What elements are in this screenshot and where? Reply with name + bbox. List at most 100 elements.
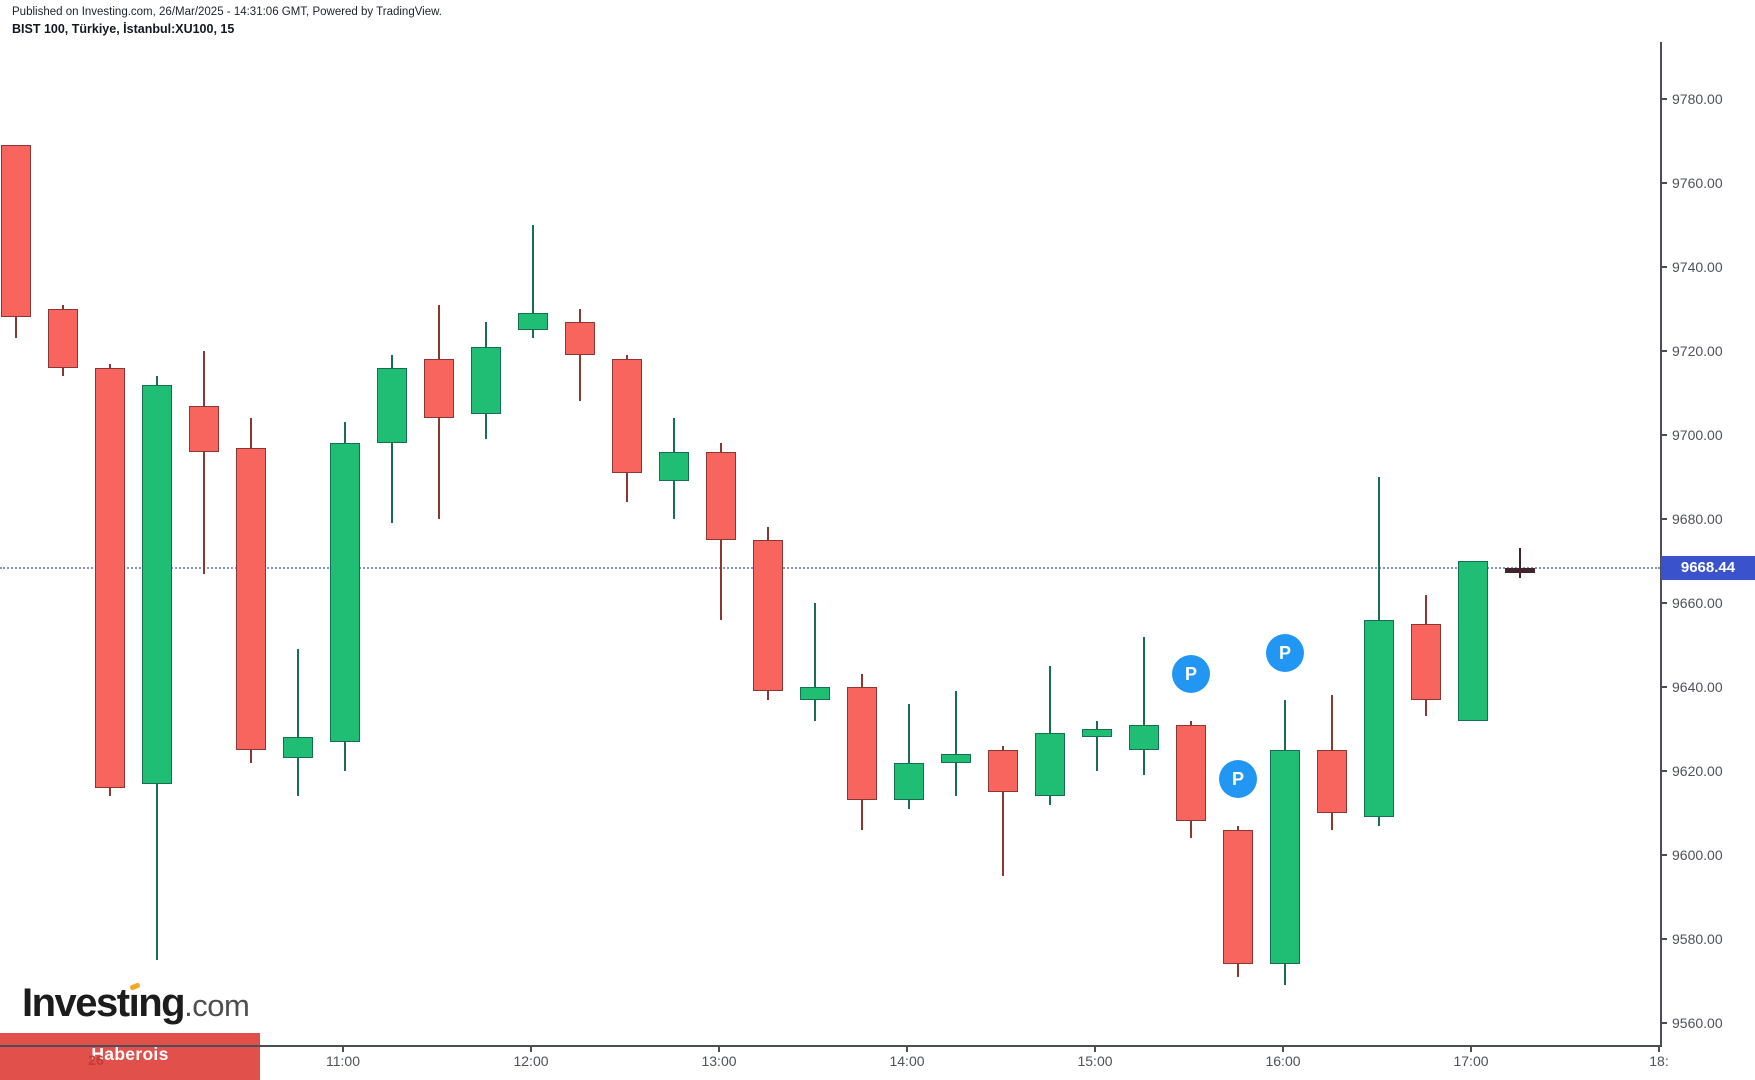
x-axis-label: 11:00 [326,1053,360,1069]
candle-wick [908,703,910,809]
y-axis-label: 9680.00 [1672,511,1723,527]
y-axis-tick [1660,686,1667,688]
candle-body [1270,750,1300,965]
candle-body [659,451,689,482]
x-axis-tick [1094,1046,1096,1052]
x-axis-label: 18: [1649,1053,1669,1069]
candle-body [894,762,924,801]
candle-body [330,443,360,742]
candle-wick [1002,745,1004,876]
candle-body [565,321,595,356]
candle-body [189,405,219,452]
y-axis-label: 9580.00 [1672,931,1723,947]
time-axis[interactable] [0,1045,1662,1047]
candle-body [941,754,971,763]
candle-wick [1143,636,1145,776]
candle-body [1035,733,1065,797]
y-axis-tick [1660,98,1667,100]
y-axis-tick [1660,434,1667,436]
current-candle-body [1505,567,1535,573]
y-axis-label: 9700.00 [1672,427,1723,443]
published-info: Published on Investing.com, 26/Mar/2025 … [12,6,443,18]
candle-body [424,359,454,419]
y-axis-label: 9760.00 [1672,175,1723,191]
y-axis-tick [1660,518,1667,520]
y-axis-tick [1660,266,1667,268]
x-axis-label: 17:00 [1453,1053,1489,1069]
candle-wick [579,309,581,402]
investing-logo: Invest ı ng .com [22,981,250,1026]
candle-wick [297,649,299,797]
x-axis-tick [342,1046,344,1052]
candle-body [1411,624,1441,700]
candle-body [753,540,783,692]
candle-body [706,451,736,540]
x-axis-label: 13:00 [701,1053,737,1069]
x-axis-tick [530,1046,532,1052]
candle-body [236,447,266,750]
x-axis-tick [1470,1046,1472,1052]
candle-wick [1519,548,1521,578]
candle-wick [955,691,957,797]
candle-body [518,313,548,330]
y-axis-label: 9720.00 [1672,343,1723,359]
date-label: 26 [88,1052,104,1068]
candle-wick [814,603,816,721]
candle-wick [532,225,534,339]
y-axis-tick [1660,770,1667,772]
y-axis-tick [1660,1022,1667,1024]
candle-body [95,367,125,788]
y-axis-tick [1660,854,1667,856]
candle-body [612,359,642,473]
x-axis-tick [906,1046,908,1052]
candle-body [800,687,830,700]
candle-body [1223,829,1253,965]
y-axis-tick [1660,602,1667,604]
y-axis-label: 9640.00 [1672,679,1723,695]
x-axis-label: 16:00 [1265,1053,1301,1069]
candle-body [471,346,501,414]
candle-body [1458,561,1488,721]
candle-wick [203,351,205,574]
x-axis-tick [718,1046,720,1052]
banner-label: Haberois [91,1044,169,1064]
y-axis-label: 9660.00 [1672,595,1723,611]
candle-body [283,737,313,759]
candle-body [377,367,407,444]
x-axis-label: 12:00 [513,1053,549,1069]
last-price-label: 9668.44 [1661,555,1755,580]
y-axis-tick [1660,938,1667,940]
candle-body [1,145,31,318]
logo-text-part1: Invest [22,981,130,1025]
haberois-banner: Haberois [0,1033,260,1080]
candle-body [1082,729,1112,738]
position-marker[interactable]: P [1219,760,1257,799]
candle-body [1364,619,1394,818]
logo-text-part2: ng [138,981,185,1025]
y-axis-label: 9620.00 [1672,763,1723,779]
candle-wick [1096,720,1098,771]
x-axis-label: 14:00 [889,1053,925,1069]
y-axis-tick [1660,182,1667,184]
x-axis-tick [1282,1046,1284,1052]
y-axis-label: 9780.00 [1672,91,1723,107]
candle-body [1129,724,1159,750]
price-axis[interactable] [1660,42,1662,1047]
position-marker[interactable]: P [1172,655,1210,694]
position-marker[interactable]: P [1266,634,1304,673]
candle-body [142,384,172,784]
candle-body [48,309,78,368]
last-price-line [0,566,1660,569]
logo-text-com: .com [184,988,250,1023]
candle-body [988,750,1018,792]
y-axis-tick [1660,350,1667,352]
logo-dotless-i: ı [128,981,141,1025]
y-axis-label: 9740.00 [1672,259,1723,275]
symbol-title: BIST 100, Türkiye, İstanbul:XU100, 15 [12,22,235,36]
y-axis-label: 9600.00 [1672,847,1723,863]
x-axis-tick [1658,1046,1660,1052]
y-axis-label: 9560.00 [1672,1015,1723,1031]
candle-body [847,687,877,801]
